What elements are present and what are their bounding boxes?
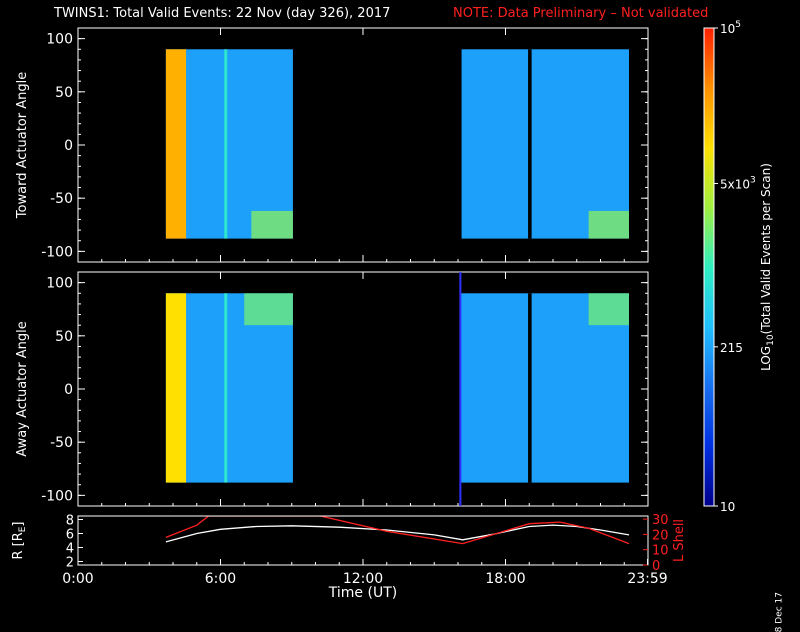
away-panel: 100 50 0 -50 -100 Away Actuator Angle xyxy=(15,271,649,507)
colorbar: 105 5x103 215 10 LOG10(Total Valid Events pe… xyxy=(703,20,776,514)
data-spike xyxy=(224,49,228,239)
y-tick-label: 50 xyxy=(55,85,73,101)
y-tick-label: 100 xyxy=(46,32,73,48)
colorbar-tick-label: 5x103 xyxy=(720,175,756,191)
r-series-line xyxy=(165,524,630,543)
y-tick-label: 100 xyxy=(46,276,73,292)
right-y-tick-label: 0 xyxy=(652,559,660,574)
heatmap-data xyxy=(165,49,629,239)
colorbar-label: LOG10(Total Valid Events per Scan) xyxy=(759,163,776,371)
colorbar-scale xyxy=(703,27,715,507)
y-tick-label: -100 xyxy=(41,488,73,504)
y-tick-label: 6 xyxy=(66,528,74,543)
data-band xyxy=(165,293,187,483)
colorbar-tick-label: 215 xyxy=(720,341,743,355)
data-enhancement xyxy=(244,293,293,326)
axes-frame xyxy=(77,515,649,566)
data-gap xyxy=(528,293,532,483)
data-block xyxy=(461,49,629,239)
y-tick-label: -50 xyxy=(50,191,73,207)
x-tick-label: 12:00 xyxy=(343,571,383,587)
lshell-series-line xyxy=(165,516,630,545)
data-enhancement xyxy=(251,210,293,239)
data-enhancement xyxy=(588,293,629,326)
data-block xyxy=(165,49,293,239)
x-tick-label: 6:00 xyxy=(205,571,236,587)
right-y-tick-label: 10 xyxy=(652,544,669,559)
colorbar-tick-label: 105 xyxy=(720,20,741,36)
data-band xyxy=(165,49,187,239)
data-gap xyxy=(528,49,532,239)
x-tick-label: 18:00 xyxy=(485,571,525,587)
y-tick-label: 50 xyxy=(55,329,73,345)
right-y-axis-label: L Shell xyxy=(672,519,687,562)
right-y-tick-label: 30 xyxy=(652,513,669,528)
x-tick-label: 23:59 xyxy=(627,571,667,587)
heatmap-data xyxy=(165,293,629,483)
toward-panel: 100 50 0 -50 -100 Toward Actuator Angle xyxy=(15,27,649,263)
y-tick-label: 0 xyxy=(64,382,73,398)
data-spike xyxy=(224,293,228,483)
plot-title: TWINS1: Total Valid Events: 22 Nov (day … xyxy=(54,6,391,21)
x-tick-label: 0:00 xyxy=(62,571,93,587)
y-tick-label: -100 xyxy=(41,244,73,260)
y-tick-label: -50 xyxy=(50,435,73,451)
colorbar-tick-label: 10 xyxy=(720,500,735,514)
y-tick-label: 4 xyxy=(66,542,74,557)
y-tick-label: 8 xyxy=(66,514,74,529)
generated-date: 8 Dec 17 xyxy=(774,592,784,632)
preliminary-note: NOTE: Data Preliminary – Not validated xyxy=(453,6,709,21)
right-y-tick-label: 20 xyxy=(652,528,669,543)
y-tick-label: 0 xyxy=(64,138,73,154)
data-enhancement xyxy=(588,210,629,239)
y-axis-label: Away Actuator Angle xyxy=(15,321,30,456)
x-axis-label: Time (UT) xyxy=(328,585,397,600)
y-axis-label: Toward Actuator Angle xyxy=(15,72,30,219)
left-y-axis-label: R [RE] xyxy=(11,521,28,559)
y-tick-label: 2 xyxy=(66,556,74,571)
